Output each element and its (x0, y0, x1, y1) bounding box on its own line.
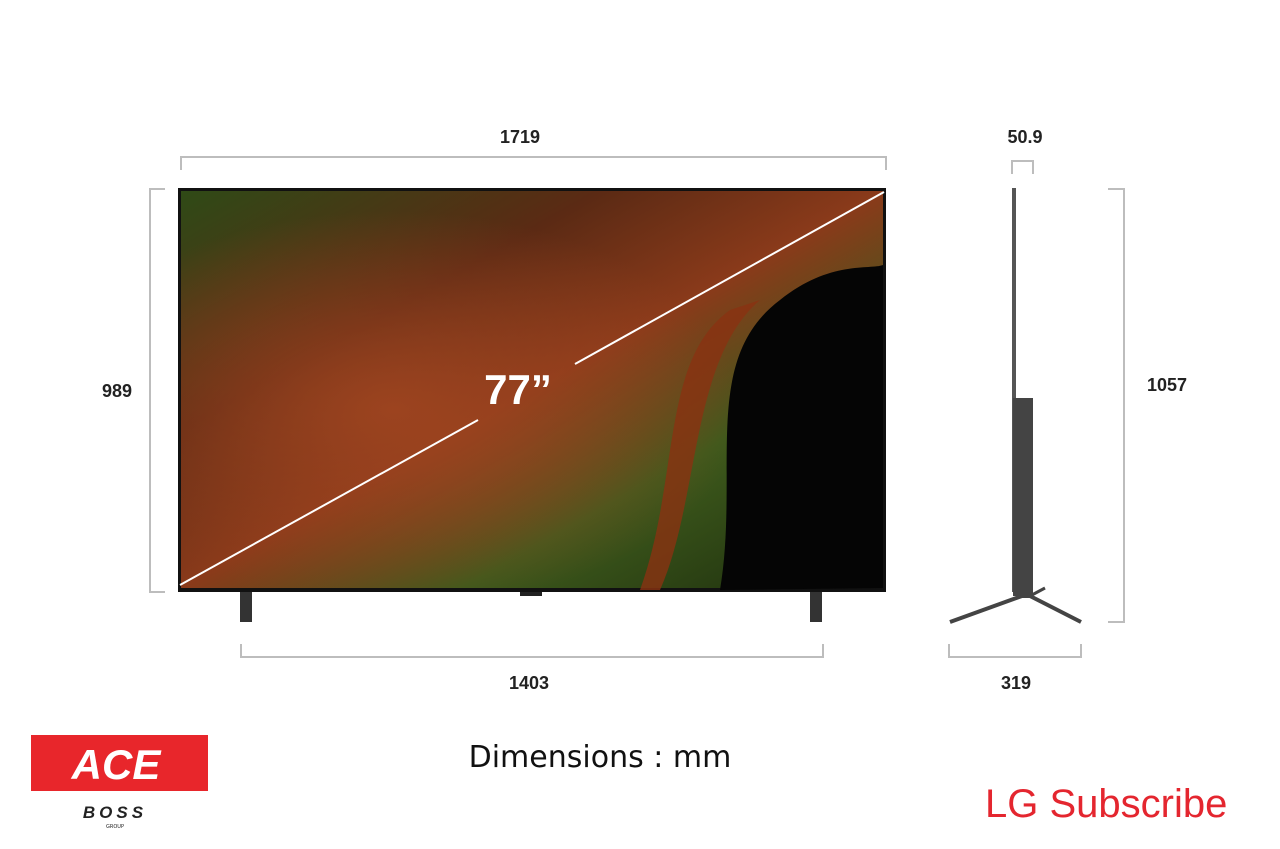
ace-logo: ACE BOSS GROUP (31, 735, 208, 830)
diagonal-label: 77” (484, 366, 552, 413)
units-note: Dimensions : mm (469, 740, 732, 775)
brackets (149, 156, 1125, 658)
boss-text: BOSS (83, 803, 147, 822)
tv-side (949, 188, 1082, 624)
tv-front (178, 188, 886, 622)
lg-subscribe-logo: LG Subscribe (985, 782, 1227, 826)
ace-text: ACE (71, 741, 163, 788)
width-label: 1719 (500, 127, 540, 147)
stand-depth-label: 319 (1001, 673, 1031, 693)
depth-label: 50.9 (1007, 127, 1042, 147)
group-text: GROUP (106, 824, 124, 830)
stand-width-label: 1403 (509, 673, 549, 693)
height-label: 989 (102, 381, 132, 401)
side-height-label: 1057 (1147, 375, 1187, 395)
